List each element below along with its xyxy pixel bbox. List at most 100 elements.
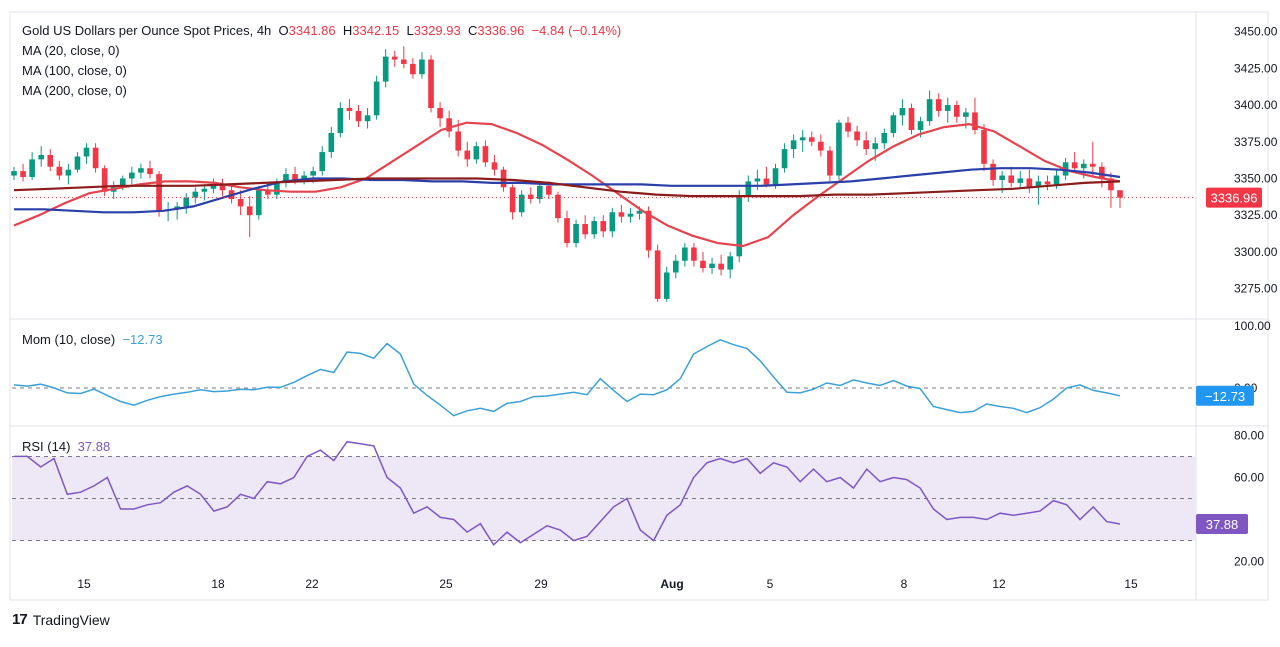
candle-body: [536, 185, 543, 200]
candle-body: [11, 171, 17, 176]
price-tick-label: 3325.00: [1234, 208, 1278, 222]
rsi-value: 37.88: [77, 439, 111, 454]
candle-body: [219, 184, 226, 191]
rsi-tick-label: 60.00: [1234, 470, 1264, 484]
price-tick-label: 3375.00: [1234, 135, 1278, 149]
tradingview-logo-icon: 17: [12, 611, 28, 628]
candle-body: [274, 182, 280, 195]
rsi-tick-label: 80.00: [1234, 428, 1264, 442]
rsi-value-badge: [1196, 513, 1248, 534]
time-tick-label: 25: [439, 577, 453, 591]
momentum-pane[interactable]: [12, 338, 1196, 417]
brand-name: TradingView: [32, 611, 110, 628]
rsi-value-label: 37.88: [1206, 517, 1239, 532]
candle-body: [881, 132, 888, 144]
candle-body: [818, 141, 824, 151]
candle-body: [473, 146, 480, 160]
candle-body: [364, 115, 371, 122]
candle-body: [899, 107, 906, 116]
last-price-label: 3336.96: [1211, 191, 1258, 206]
candle-body: [954, 105, 960, 117]
candle-body: [410, 63, 416, 75]
candle-body: [863, 140, 869, 150]
candle-body: [636, 210, 643, 214]
price-tick-label: 3450.00: [1234, 25, 1278, 39]
candle-body: [573, 224, 579, 244]
momentum-value-label: −12.73: [1205, 389, 1245, 404]
candle-body: [935, 99, 942, 111]
candle-body: [600, 221, 607, 232]
candle-body: [981, 130, 987, 164]
time-tick-label: 5: [767, 577, 774, 591]
candle-body: [283, 174, 289, 183]
time-tick-label: 15: [77, 577, 91, 591]
candle-body: [509, 187, 516, 213]
candle-body: [201, 188, 208, 192]
open-label: O: [278, 23, 289, 38]
candle-body: [428, 59, 434, 108]
candle-body: [627, 213, 634, 217]
price-tick-label: 3350.00: [1234, 171, 1278, 185]
candle-body: [437, 107, 443, 119]
momentum-value: −12.73: [122, 332, 163, 347]
candle-body: [745, 181, 752, 197]
candle-body: [1044, 181, 1051, 185]
close-value: 3336.96: [477, 23, 525, 38]
momentum-value-badge: [1196, 385, 1254, 406]
ma20-legend[interactable]: MA (20, close, 0): [22, 43, 120, 58]
price-tick-label: 3400.00: [1234, 98, 1278, 112]
candle-body: [718, 263, 724, 270]
candle-body: [654, 250, 661, 299]
candle-body: [56, 166, 63, 176]
candle-body: [119, 178, 126, 188]
candle-body: [138, 168, 144, 173]
chart-title: Gold US Dollars per Ounce Spot Prices, 4…: [22, 23, 272, 38]
time-tick-label: 22: [305, 577, 319, 591]
ma100-legend[interactable]: MA (100, close, 0): [22, 63, 127, 78]
candle-body: [772, 168, 779, 185]
candle-body: [709, 263, 715, 269]
candle-body: [845, 122, 851, 132]
candle-body: [691, 247, 697, 261]
candle-body: [790, 140, 797, 150]
candle-body: [1008, 175, 1015, 183]
time-tick-label: 12: [992, 577, 1006, 591]
candle-body: [736, 196, 743, 257]
rsi-label: RSI (14): [22, 439, 71, 454]
candle-body: [645, 210, 652, 251]
candle-body: [29, 159, 35, 178]
ma200-line: [13, 177, 1121, 198]
candle-body: [926, 99, 933, 122]
tradingview-brand[interactable]: 17 TradingView: [12, 611, 110, 628]
rsi-legend[interactable]: RSI (14) 37.88: [22, 437, 110, 457]
axis-layer: 3450.00 3425.00 3400.00 3375.00 3350.00 3325.…: [77, 25, 1277, 591]
candle-body: [1026, 178, 1033, 188]
main-legend: Gold US Dollars per Ounce Spot Prices, 4…: [22, 21, 621, 41]
time-tick-label: 15: [1124, 577, 1138, 591]
candle-body: [999, 175, 1005, 180]
rsi-pane[interactable]: [12, 440, 1196, 546]
high-value: 3342.15: [352, 23, 400, 38]
candle-body: [255, 190, 262, 216]
last-price-badge: [1206, 187, 1262, 208]
candle-body: [38, 154, 45, 160]
candle-body: [237, 199, 244, 207]
candle-body: [1080, 163, 1087, 169]
candle-body: [210, 184, 217, 189]
candle-body: [917, 121, 924, 131]
time-tick-label: 18: [211, 577, 225, 591]
candle-body: [355, 110, 362, 122]
price-pane[interactable]: [11, 46, 1196, 302]
candle-body: [1089, 163, 1096, 167]
candle-body: [1017, 178, 1024, 183]
candle-body: [700, 260, 706, 269]
ma200-legend[interactable]: MA (200, close, 0): [22, 83, 127, 98]
candle-body: [310, 171, 316, 176]
momentum-legend[interactable]: Mom (10, close) −12.73: [22, 330, 163, 350]
candle-body: [799, 137, 806, 141]
candle-body: [808, 137, 815, 142]
low-value: 3329.93: [413, 23, 461, 38]
time-tick-label: 8: [901, 577, 908, 591]
